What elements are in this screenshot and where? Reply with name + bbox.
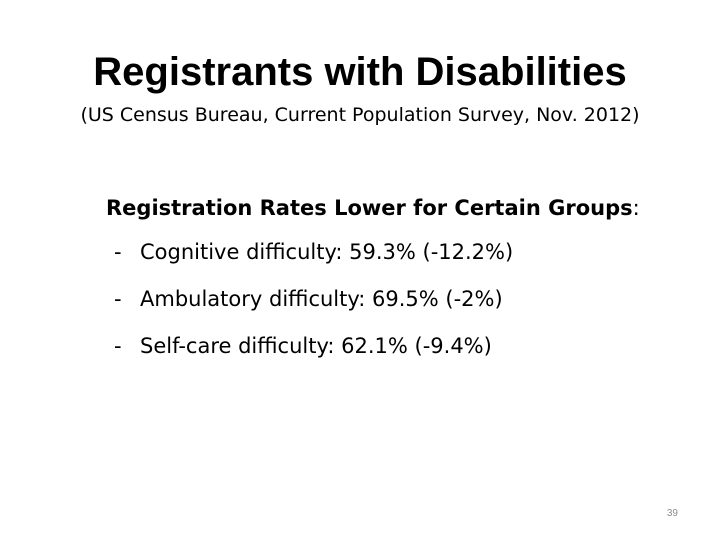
bullet-marker: - bbox=[114, 287, 122, 311]
bullet-item: - Ambulatory difficulty: 69.5% (-2%) bbox=[114, 287, 503, 311]
section-heading-text: Registration Rates Lower for Certain Gro… bbox=[106, 196, 633, 220]
bullet-item: - Self-care difficulty: 62.1% (-9.4%) bbox=[114, 334, 492, 358]
section-heading-colon: : bbox=[632, 196, 640, 220]
slide-subtitle: (US Census Bureau, Current Population Su… bbox=[80, 104, 640, 126]
bullet-text: Ambulatory difficulty: 69.5% (-2%) bbox=[140, 287, 503, 311]
section-heading: Registration Rates Lower for Certain Gro… bbox=[106, 196, 640, 220]
bullet-text: Cognitive difficulty: 59.3% (-12.2%) bbox=[140, 240, 514, 264]
page-number: 39 bbox=[666, 508, 678, 519]
bullet-marker: - bbox=[114, 240, 122, 264]
bullet-text: Self-care difficulty: 62.1% (-9.4%) bbox=[140, 334, 492, 358]
bullet-item: - Cognitive difficulty: 59.3% (-12.2%) bbox=[114, 240, 513, 264]
slide-title: Registrants with Disabilities bbox=[93, 50, 627, 94]
bullet-marker: - bbox=[114, 334, 122, 358]
